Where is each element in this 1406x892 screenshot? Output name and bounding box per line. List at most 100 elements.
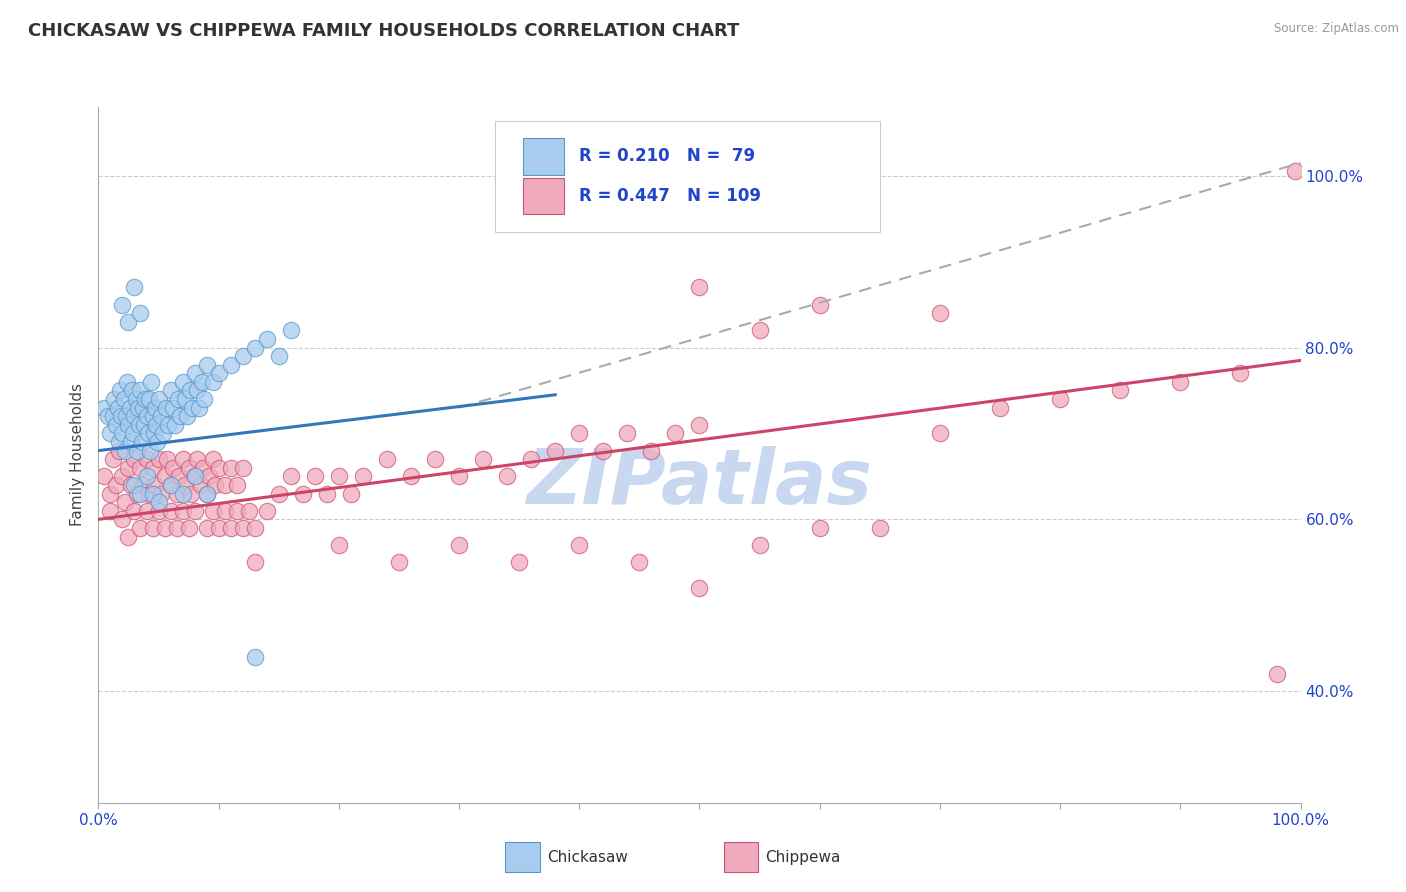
Point xyxy=(689,280,711,294)
Point xyxy=(124,409,146,424)
Point xyxy=(114,495,136,509)
Point xyxy=(243,555,266,569)
Point xyxy=(225,504,247,518)
Point xyxy=(132,417,155,432)
Point xyxy=(103,392,125,406)
Point xyxy=(129,460,152,475)
Point xyxy=(115,409,138,424)
Point xyxy=(129,384,152,398)
Point xyxy=(141,409,163,424)
Point xyxy=(135,409,157,424)
Point xyxy=(664,426,686,441)
Point xyxy=(186,384,208,398)
Point xyxy=(219,460,242,475)
Point xyxy=(520,452,543,467)
Point xyxy=(120,435,142,450)
Point xyxy=(1284,164,1306,178)
FancyBboxPatch shape xyxy=(495,121,880,232)
Point xyxy=(141,460,163,475)
Point xyxy=(117,460,139,475)
Point xyxy=(131,435,153,450)
Point xyxy=(148,392,170,406)
Point xyxy=(166,521,188,535)
Point xyxy=(304,469,326,483)
Point xyxy=(100,426,122,441)
Point xyxy=(808,521,831,535)
Point xyxy=(869,521,891,535)
Point xyxy=(291,486,314,500)
Point xyxy=(135,452,157,467)
Point xyxy=(138,486,160,500)
Point xyxy=(159,478,181,492)
Point xyxy=(152,426,174,441)
Point xyxy=(232,349,254,363)
Point xyxy=(141,521,163,535)
Text: ZIPatlas: ZIPatlas xyxy=(526,446,873,520)
Point xyxy=(125,486,148,500)
Point xyxy=(243,521,266,535)
Point xyxy=(928,426,950,441)
Point xyxy=(183,469,205,483)
Point xyxy=(496,469,519,483)
Point xyxy=(174,392,197,406)
Point xyxy=(328,538,350,552)
Point xyxy=(748,538,770,552)
Point xyxy=(280,469,302,483)
Point xyxy=(193,392,215,406)
Point xyxy=(128,417,150,432)
Point xyxy=(502,164,524,178)
FancyBboxPatch shape xyxy=(523,138,564,175)
Point xyxy=(141,486,163,500)
Text: Chippewa: Chippewa xyxy=(766,849,841,864)
Point xyxy=(1109,384,1132,398)
Point xyxy=(219,521,242,535)
Point xyxy=(124,452,146,467)
Point xyxy=(148,452,170,467)
Point xyxy=(108,443,131,458)
Point xyxy=(143,478,166,492)
Point xyxy=(110,409,132,424)
Point xyxy=(143,401,166,415)
Point xyxy=(1049,392,1071,406)
Point xyxy=(120,478,142,492)
Point xyxy=(159,478,181,492)
Text: Source: ZipAtlas.com: Source: ZipAtlas.com xyxy=(1274,22,1399,36)
Point xyxy=(315,486,337,500)
Point xyxy=(100,504,122,518)
Text: R = 0.210   N =  79: R = 0.210 N = 79 xyxy=(579,147,755,165)
Point xyxy=(172,486,194,500)
Point xyxy=(502,164,524,178)
Point xyxy=(447,538,470,552)
Y-axis label: Family Households: Family Households xyxy=(70,384,86,526)
Point xyxy=(201,504,224,518)
Point xyxy=(155,401,177,415)
Point xyxy=(135,504,157,518)
Point xyxy=(129,521,152,535)
Point xyxy=(166,486,188,500)
Point xyxy=(256,504,278,518)
Point xyxy=(97,409,120,424)
Point xyxy=(267,486,290,500)
Point xyxy=(108,384,131,398)
Point xyxy=(232,521,254,535)
Point xyxy=(208,367,231,381)
Point xyxy=(208,460,231,475)
Point xyxy=(156,452,179,467)
Point xyxy=(93,469,115,483)
Point xyxy=(191,460,214,475)
Point xyxy=(183,504,205,518)
Point xyxy=(105,417,128,432)
Point xyxy=(162,460,184,475)
Point xyxy=(1229,367,1251,381)
Point xyxy=(111,426,134,441)
Point xyxy=(114,443,136,458)
Point xyxy=(640,443,662,458)
Point xyxy=(127,401,149,415)
Point xyxy=(124,504,146,518)
Point xyxy=(165,417,187,432)
Point xyxy=(214,504,236,518)
Point xyxy=(153,469,176,483)
Point xyxy=(166,392,188,406)
Point xyxy=(256,332,278,346)
Point xyxy=(375,452,398,467)
